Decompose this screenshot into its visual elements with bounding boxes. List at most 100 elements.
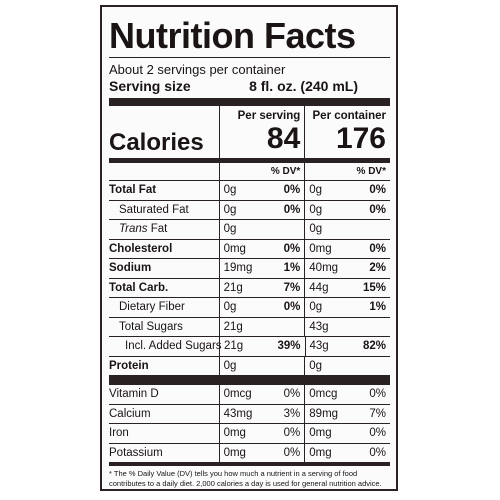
per-container-cell: 0g 0% xyxy=(304,181,390,200)
per-container-amount: 0g xyxy=(309,301,323,314)
divider-medium-bottom xyxy=(109,462,390,466)
per-serving-amount: 43mg xyxy=(223,407,253,420)
calories-per-container: 176 xyxy=(335,122,386,155)
per-serving-cell: 0g xyxy=(218,356,305,375)
per-serving-dv: 7% xyxy=(283,281,301,294)
nutrient-name: Iron xyxy=(109,427,129,440)
per-serving-dv: 0% xyxy=(283,301,301,314)
calories-block: Calories Per serving 84 Per container 17… xyxy=(109,106,390,158)
per-container-amount: 0mg xyxy=(309,446,332,459)
calories-per-serving: 84 xyxy=(266,122,301,155)
vitamin-row: Calcium 43mg 3% 89mg 7% xyxy=(109,403,390,423)
per-serving-amount: 0g xyxy=(223,223,237,236)
divider-xthick xyxy=(109,375,390,385)
per-container-cell: 0mcg 0% xyxy=(304,385,390,404)
per-serving-dv: 0% xyxy=(283,242,301,255)
per-container-amount: 44g xyxy=(309,281,329,294)
per-container-cell: 0mg 0% xyxy=(304,424,390,443)
serving-size-label: Serving size xyxy=(109,78,191,94)
per-container-cell: 43g xyxy=(304,317,390,336)
calories-per-serving-column: Per serving 84 xyxy=(218,106,305,158)
per-container-dv: 15% xyxy=(362,281,386,294)
nutrient-row: Total Carb. 21g 7% 44g 15% xyxy=(109,277,390,297)
per-container-dv: 0% xyxy=(369,242,386,255)
per-serving-cell: 0g 0% xyxy=(218,181,305,200)
nutrient-row: Sodium 19mg 1% 40mg 2% xyxy=(109,258,390,278)
nutrient-name: Total Sugars xyxy=(119,320,183,333)
nutrient-name: Vitamin D xyxy=(109,388,159,401)
per-container-amount: 0g xyxy=(309,359,323,372)
per-serving-cell: 0g 0% xyxy=(218,200,305,219)
per-serving-amount: 0g xyxy=(223,184,237,197)
per-container-amount: 0mg xyxy=(309,427,332,440)
per-serving-amount: 0mcg xyxy=(223,388,252,401)
per-container-cell: 44g 15% xyxy=(304,278,390,297)
per-container-amount: 43g xyxy=(309,340,329,353)
serving-size-row: Serving size 8 fl. oz. (240 mL) xyxy=(109,78,390,95)
nutrient-name: Total Fat xyxy=(109,184,157,197)
nutrient-name: Saturated Fat xyxy=(119,203,189,216)
per-container-cell: 0mg 0% xyxy=(304,239,390,258)
nutrient-name: Calcium xyxy=(109,407,151,420)
per-container-amount: 0mg xyxy=(309,242,332,255)
per-container-cell: 43g 82% xyxy=(304,337,391,356)
nutrient-name: Trans Fat xyxy=(119,223,168,236)
dv-header-serving: % DV* xyxy=(270,166,301,177)
calories-per-container-column: Per container 176 xyxy=(304,106,390,158)
per-container-cell: 0g xyxy=(304,220,390,239)
dv-header-container: % DV* xyxy=(356,166,386,177)
per-serving-cell: 0g 0% xyxy=(218,298,305,317)
per-container-amount: 0g xyxy=(309,203,323,216)
per-container-cell: 0mg 0% xyxy=(304,443,390,462)
nutrient-row: Saturated Fat 0g 0% 0g 0% xyxy=(109,199,390,219)
calories-label: Calories xyxy=(109,129,204,156)
per-serving-dv: 0% xyxy=(283,427,301,440)
nutrient-name: Total Carb. xyxy=(109,281,169,294)
per-container-cell: 0g 1% xyxy=(304,298,390,317)
per-container-dv: 0% xyxy=(369,388,386,401)
per-container-amount: 89mg xyxy=(309,407,339,420)
per-serving-dv: 1% xyxy=(283,262,301,275)
per-container-dv: 0% xyxy=(369,203,387,216)
nutrient-table: Total Fat 0g 0% 0g 0% Saturated Fat 0g 0% 0g 0% Tr… xyxy=(109,180,390,375)
divider-medium xyxy=(109,158,390,162)
per-serving-amount: 0mg xyxy=(223,242,246,255)
per-container-cell: 89mg 7% xyxy=(304,404,390,423)
per-container-dv: 82% xyxy=(362,340,386,353)
per-container-cell: 0g 0% xyxy=(304,200,390,219)
per-serving-cell: 21g 7% xyxy=(218,278,305,297)
per-container-cell: 40mg 2% xyxy=(304,259,390,278)
per-serving-cell: 0mg 0% xyxy=(218,443,305,462)
per-container-amount: 43g xyxy=(309,320,329,333)
per-serving-amount: 0mg xyxy=(223,446,246,459)
nutrient-row: Dietary Fiber 0g 0% 0g 1% xyxy=(109,297,390,317)
vitamin-row: Potassium 0mg 0% 0mg 0% xyxy=(109,442,390,462)
per-container-dv: 7% xyxy=(369,407,386,420)
nutrient-row: Trans Fat 0g 0g xyxy=(109,219,390,239)
nutrient-name: Cholesterol xyxy=(109,242,173,255)
per-serving-amount: 0g xyxy=(223,301,237,314)
per-container-amount: 0g xyxy=(309,184,323,197)
per-serving-amount: 21g xyxy=(223,320,243,333)
nutrient-row: Total Fat 0g 0% 0g 0% xyxy=(109,180,390,200)
per-serving-cell: 0mg 0% xyxy=(218,424,305,443)
per-serving-amount: 21g xyxy=(223,281,243,294)
vitamin-table: Vitamin D 0mcg 0% 0mcg 0% Calcium 43mg 3% 89mg 7%… xyxy=(109,385,390,462)
dv-header-row: % DV* % DV* xyxy=(109,162,390,180)
nutrient-row: Total Sugars 21g 43g xyxy=(109,316,390,336)
per-serving-dv: 0% xyxy=(283,388,301,401)
per-container-dv: 1% xyxy=(369,301,387,314)
vitamin-row: Vitamin D 0mcg 0% 0mcg 0% xyxy=(109,385,390,404)
per-container-dv: 0% xyxy=(369,446,386,459)
per-serving-dv: 0% xyxy=(283,203,301,216)
per-serving-dv: 0% xyxy=(283,446,301,459)
label-title: Nutrition Facts xyxy=(109,15,356,56)
per-serving-cell: 0mg 0% xyxy=(218,239,305,258)
nutrient-row: Protein 0g 0g xyxy=(109,355,390,375)
servings-per-container: About 2 servings per container xyxy=(109,62,286,77)
per-serving-cell: 21g xyxy=(218,317,305,336)
per-serving-dv: 3% xyxy=(283,407,301,420)
nutrient-row: Incl. Added Sugars 21g 39% 43g 82% xyxy=(109,336,390,356)
per-container-dv: 2% xyxy=(369,262,386,275)
per-serving-cell: 0mcg 0% xyxy=(218,385,305,404)
